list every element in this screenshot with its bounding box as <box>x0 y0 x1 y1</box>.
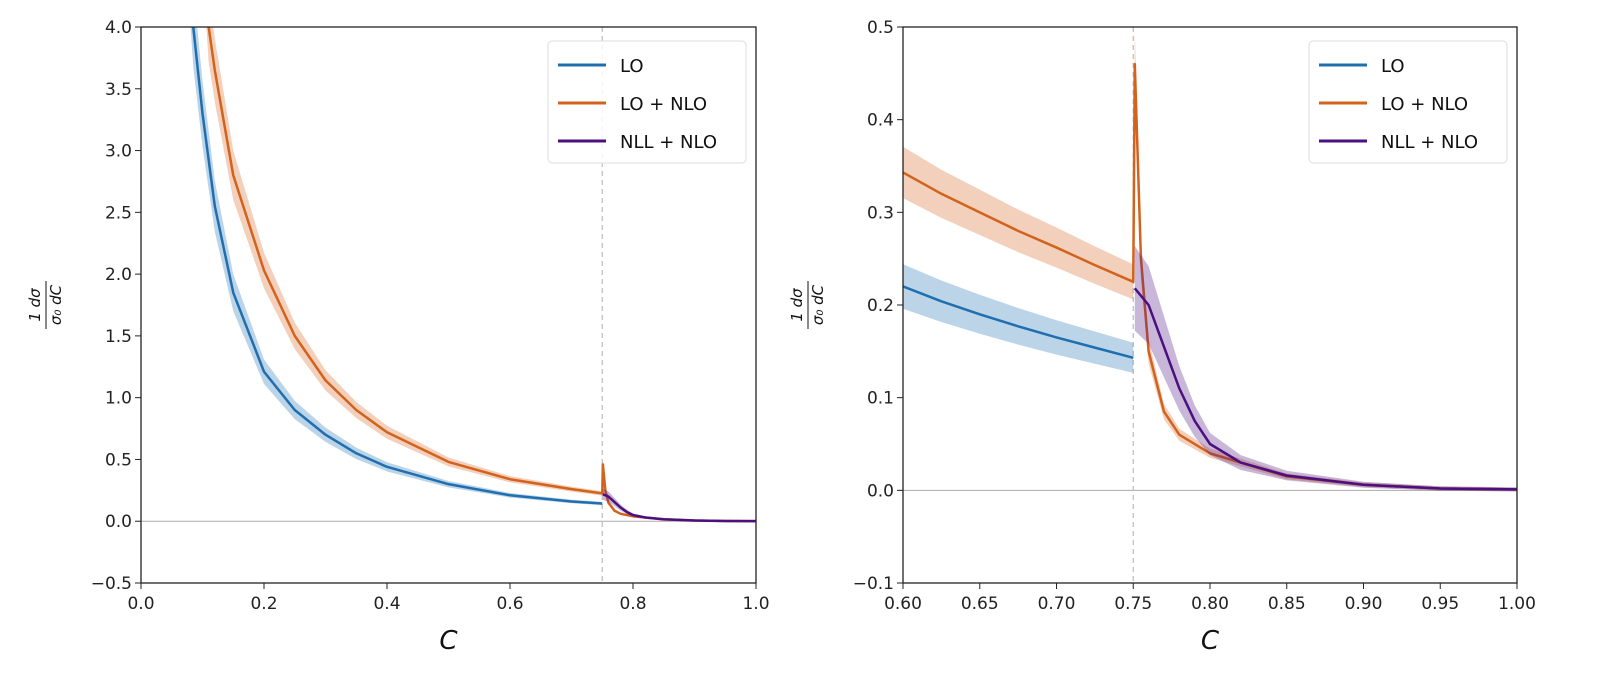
chart-panel-2: 0.60 0.65 0.70 0.75 0.80 0.85 0.90 0.95 1.00 −0.1… <box>788 18 1536 656</box>
y-tick-label: 0.0 <box>105 512 132 532</box>
x-tick-label: 0.60 <box>884 594 922 614</box>
x-tick-label: 0.90 <box>1345 594 1383 614</box>
x-tick-label: 0.6 <box>496 594 523 614</box>
y-tick-label: 1.0 <box>105 389 132 409</box>
x-tick-label: 0.75 <box>1114 594 1152 614</box>
y-label-numerator: 1 dσ <box>788 288 806 322</box>
line-nll-nlo <box>602 493 756 523</box>
band-nll-nlo <box>602 488 756 522</box>
legend-frame <box>1308 40 1508 164</box>
legend-label: LO <box>620 56 644 77</box>
legend-label: NLL + NLO <box>620 132 717 153</box>
x-axis-label: C <box>1201 626 1220 656</box>
y-tick-label: 0.3 <box>867 203 894 223</box>
x-tick-label: 0.80 <box>1191 594 1229 614</box>
band-lo <box>903 264 1134 373</box>
x-axis-label: C <box>439 626 458 656</box>
legend-frame <box>547 40 747 164</box>
x-tick-label: 0.95 <box>1421 594 1459 614</box>
y-tick-label: 0.4 <box>867 111 894 131</box>
y-tick-label: 0.0 <box>867 481 894 501</box>
y-tick-label: 3.5 <box>105 80 132 100</box>
y-axis-label: 1 dσ σ₀ dC <box>788 281 827 329</box>
x-tick-label: 1.00 <box>1498 594 1536 614</box>
legend-label: NLL + NLO <box>1381 132 1478 153</box>
y-tick-label: 1.5 <box>105 327 132 347</box>
y-tick-label: 3.0 <box>105 142 132 162</box>
x-tick-label: 0.65 <box>961 594 999 614</box>
plot-area <box>903 27 1517 583</box>
chart-panel-1: 0.0 0.2 0.4 0.6 0.8 1.0−0.50.00.51.01.52.02.5… <box>26 18 770 656</box>
x-tick-label: 0.85 <box>1268 594 1306 614</box>
y-tick-label: 2.0 <box>105 265 132 285</box>
legend: LO LO + NLO NLL + NLO <box>1308 40 1508 164</box>
line-lo <box>192 27 603 505</box>
y-tick-label: 2.5 <box>105 203 132 223</box>
x-tick-label: 0.0 <box>127 594 154 614</box>
y-tick-label: 0.2 <box>867 296 894 316</box>
legend-label: LO + NLO <box>620 94 707 115</box>
x-tick-label: 0.70 <box>1038 594 1076 614</box>
y-label-numerator: 1 dσ <box>26 288 44 322</box>
y-axis-label: 1 dσ σ₀ dC <box>26 281 65 329</box>
axes-frame <box>140 26 757 584</box>
legend-label: LO + NLO <box>1381 94 1468 115</box>
y-tick-label: −0.1 <box>853 574 894 594</box>
band-nll-nlo <box>1134 246 1517 492</box>
legend-label: LO <box>1381 56 1405 77</box>
y-label-denominator: σ₀ dC <box>809 284 827 325</box>
y-tick-label: 0.5 <box>867 18 894 38</box>
y-tick-label: −0.5 <box>91 574 132 594</box>
line-nll-nlo <box>1133 287 1517 491</box>
y-tick-label: 0.5 <box>105 450 132 470</box>
y-tick-label: 0.1 <box>867 389 894 409</box>
legend: LO LO + NLO NLL + NLO <box>547 40 747 164</box>
y-label-denominator: σ₀ dC <box>47 284 65 325</box>
x-tick-label: 0.4 <box>373 594 400 614</box>
x-tick-label: 0.8 <box>619 594 646 614</box>
line-lo <box>903 285 1134 360</box>
x-tick-label: 0.2 <box>250 594 277 614</box>
x-tick-label: 1.0 <box>742 594 769 614</box>
y-tick-label: 4.0 <box>105 18 132 38</box>
